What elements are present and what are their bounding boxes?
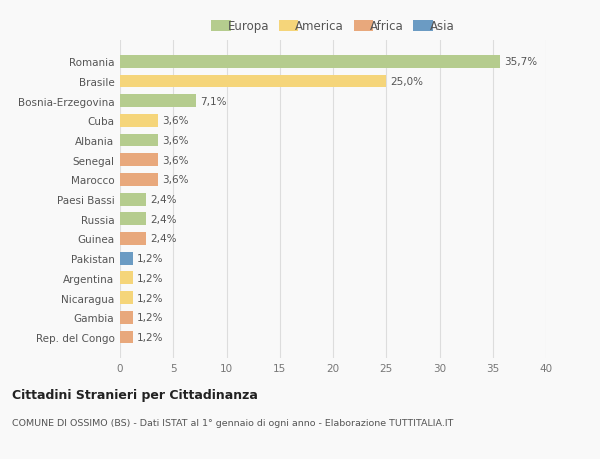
Text: 3,6%: 3,6% xyxy=(163,175,189,185)
Text: Cittadini Stranieri per Cittadinanza: Cittadini Stranieri per Cittadinanza xyxy=(12,388,258,401)
Text: 2,4%: 2,4% xyxy=(150,214,176,224)
Bar xyxy=(120,134,158,147)
Text: 1,2%: 1,2% xyxy=(137,254,164,263)
Bar xyxy=(120,115,158,128)
Bar xyxy=(120,233,146,246)
Bar xyxy=(120,193,146,206)
Text: 35,7%: 35,7% xyxy=(505,57,538,67)
Text: 3,6%: 3,6% xyxy=(163,116,189,126)
Text: 1,2%: 1,2% xyxy=(137,293,164,303)
Text: 2,4%: 2,4% xyxy=(150,234,176,244)
Bar xyxy=(120,331,133,344)
Bar xyxy=(120,174,158,186)
Text: 7,1%: 7,1% xyxy=(200,96,226,106)
Bar xyxy=(120,95,196,108)
Text: 2,4%: 2,4% xyxy=(150,195,176,205)
Bar xyxy=(120,56,500,68)
Bar xyxy=(120,311,133,324)
Text: 3,6%: 3,6% xyxy=(163,155,189,165)
Bar xyxy=(120,154,158,167)
Bar xyxy=(120,291,133,304)
Bar xyxy=(120,75,386,88)
Bar xyxy=(120,252,133,265)
Text: 1,2%: 1,2% xyxy=(137,273,164,283)
Legend: Europa, America, Africa, Asia: Europa, America, Africa, Asia xyxy=(206,16,460,38)
Bar xyxy=(120,213,146,226)
Text: 1,2%: 1,2% xyxy=(137,332,164,342)
Bar xyxy=(120,272,133,285)
Text: COMUNE DI OSSIMO (BS) - Dati ISTAT al 1° gennaio di ogni anno - Elaborazione TUT: COMUNE DI OSSIMO (BS) - Dati ISTAT al 1°… xyxy=(12,418,454,427)
Text: 1,2%: 1,2% xyxy=(137,313,164,323)
Text: 25,0%: 25,0% xyxy=(391,77,424,87)
Text: 3,6%: 3,6% xyxy=(163,136,189,146)
